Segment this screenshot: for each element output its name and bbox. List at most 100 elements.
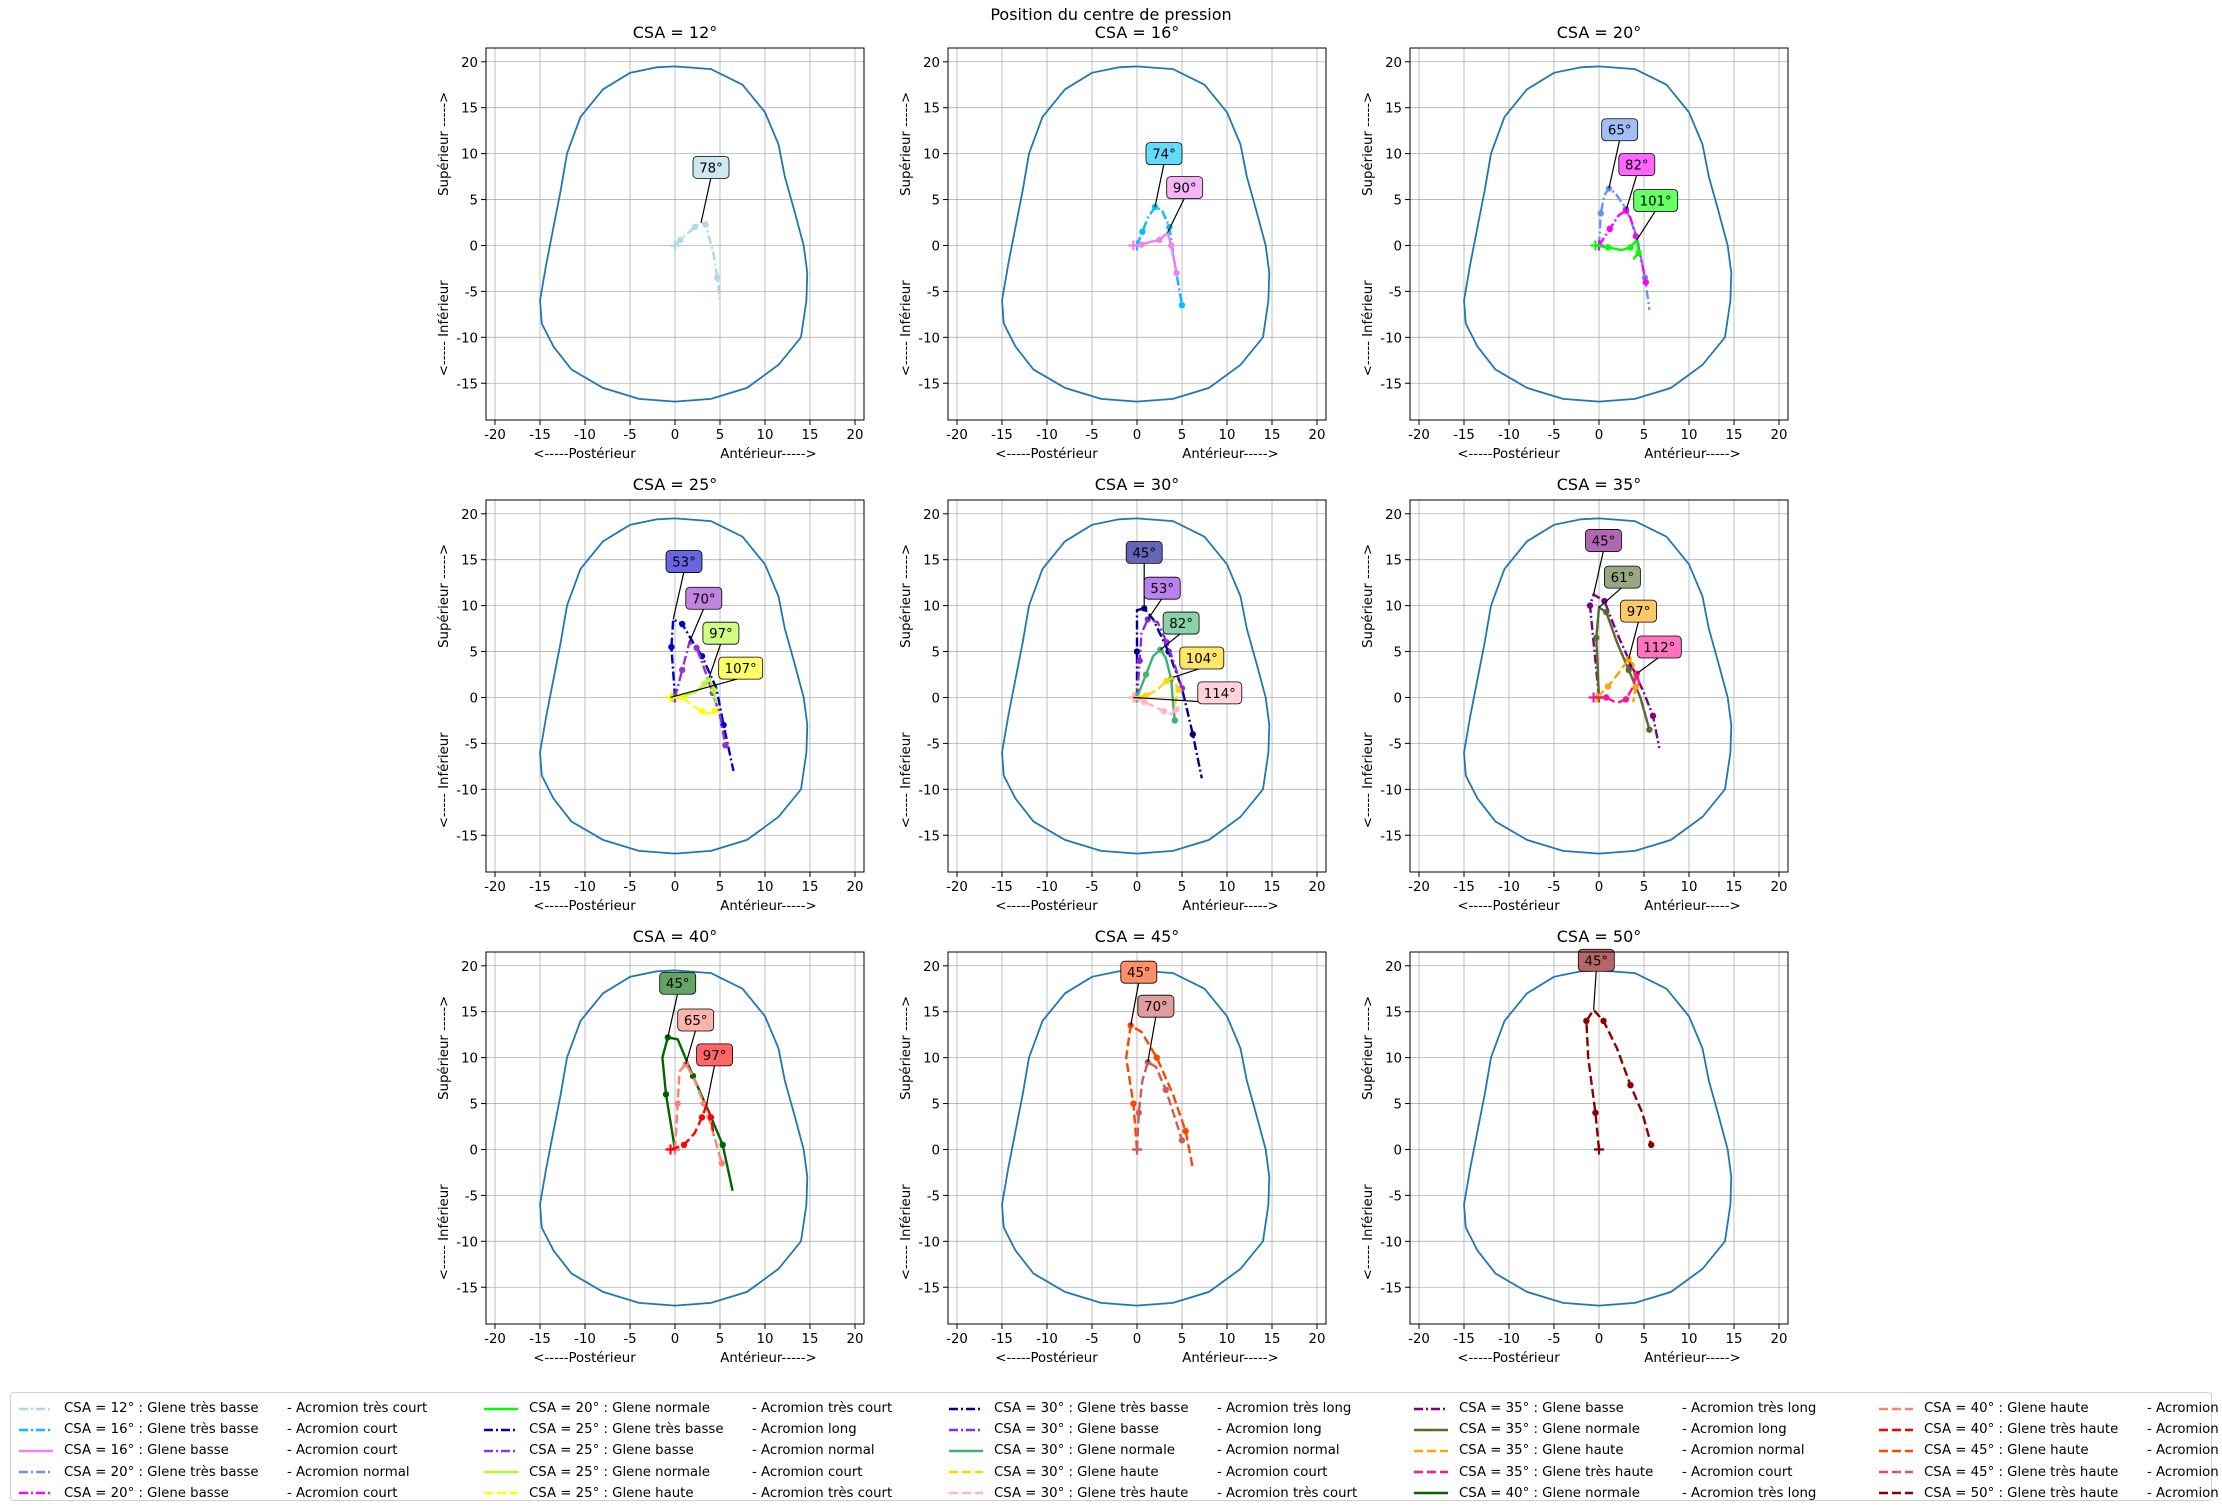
- legend-entry: CSA = 20° : Glene basse: [17, 1483, 259, 1504]
- annotation-arrow: [685, 1029, 697, 1065]
- series-point: [1142, 671, 1150, 678]
- x-tick-label: 15: [1726, 1332, 1743, 1347]
- annotation-box: [696, 1043, 733, 1067]
- series-line: [1124, 1023, 1194, 1169]
- series-line: [670, 1102, 715, 1151]
- y-axis-label: <----- Inférieur Supérieur ----->: [1360, 996, 1376, 1280]
- x-tick-label: -10: [574, 428, 596, 443]
- annotation-label: 61°: [1611, 571, 1635, 586]
- legend-acromion-label: - Acromion court: [287, 1485, 398, 1501]
- legend-label: CSA = 25° : Glene basse: [529, 1443, 694, 1459]
- legend-acromion-label: - Acromion long: [2147, 1401, 2222, 1416]
- x-tick-label: 15: [1726, 880, 1743, 895]
- y-tick-label: 0: [932, 1143, 940, 1158]
- series-point: [1153, 1054, 1161, 1061]
- series-line: [1135, 617, 1184, 698]
- x-tick-label: 20: [1771, 1332, 1788, 1347]
- y-tick-label: 15: [1385, 1006, 1402, 1021]
- annotation-label: 97°: [709, 627, 733, 642]
- legend-entry: CSA = 35° : Glene basse: [1412, 1398, 1653, 1419]
- x-tick-label: 5: [716, 880, 724, 895]
- legend-label: CSA = 40° : Glene normale: [1459, 1485, 1640, 1501]
- series-line: [1588, 592, 1661, 749]
- annotation-box: [692, 156, 730, 179]
- x-tick-label: -15: [1453, 1332, 1475, 1347]
- series-point: [1597, 210, 1605, 217]
- x-axis-label: <-----Postérieur Antérieur----->: [1457, 446, 1740, 462]
- x-tick-label: -5: [623, 880, 636, 895]
- series-point: [1604, 683, 1612, 690]
- legend-column: CSA = 20° : Glene normale CSA = 25° : Gle…: [482, 1398, 724, 1504]
- x-tick-label: -5: [623, 428, 636, 443]
- legend-swatch: [949, 1470, 983, 1474]
- series-line: [673, 1062, 723, 1164]
- y-tick-label: -15: [918, 377, 940, 392]
- annotation-label: 82°: [1169, 617, 1193, 632]
- series-point: [711, 708, 718, 715]
- annotation-label: 53°: [672, 556, 696, 571]
- subplot-title: CSA = 35°: [1557, 475, 1642, 494]
- glenoid-outline: [1463, 517, 1733, 855]
- series-point: [1136, 657, 1143, 664]
- legend-acromion-label: - Acromion très court: [752, 1401, 893, 1416]
- legend-column: CSA = 40° : Glene haute CSA = 40° : Glene…: [1877, 1398, 2118, 1504]
- legend-entry: CSA = 25° : Glene très basse: [482, 1419, 724, 1440]
- x-tick-label: 0: [1133, 1332, 1141, 1347]
- subplot-title: CSA = 45°: [1095, 927, 1180, 946]
- legend-swatch: [484, 1492, 518, 1495]
- legend-swatch: [1414, 1470, 1448, 1474]
- series-point: [679, 694, 686, 701]
- y-axis-label: <----- Inférieur Supérieur ----->: [898, 544, 914, 828]
- series-point: [1138, 241, 1145, 248]
- legend-swatch: [484, 1428, 518, 1432]
- series-point: [710, 686, 717, 694]
- series-line: [1595, 605, 1651, 730]
- y-tick-label: -5: [1389, 737, 1402, 752]
- legend-acromion-label: - Acromion très court: [287, 1401, 428, 1416]
- subplot-1: 78° -20 -15 -10 -5 0 5 10 15 20 -15 -10 -5 0 5 10 15 20 <-…: [436, 23, 865, 462]
- legend-acromion-label: - Acromion normal: [2147, 1443, 2222, 1459]
- annotation-label: 70°: [692, 592, 716, 607]
- series-point: [1173, 706, 1180, 713]
- legend-swatch: [484, 1449, 518, 1453]
- annotation-box: [702, 621, 740, 645]
- x-tick-label: -20: [484, 1332, 506, 1347]
- y-tick-label: 20: [461, 508, 478, 523]
- series-point: [1603, 694, 1610, 701]
- series-point: [693, 644, 700, 652]
- y-axis-label: <----- Inférieur Supérieur ----->: [1360, 92, 1376, 376]
- legend-label: CSA = 35° : Glene normale: [1459, 1422, 1640, 1438]
- series-line: [674, 221, 722, 301]
- annotation-arrow: [1593, 550, 1605, 595]
- annotation-box: [659, 971, 697, 995]
- subplot-title: CSA = 25°: [633, 475, 718, 494]
- x-tick-label: -20: [946, 1332, 968, 1347]
- x-tick-label: 0: [1595, 428, 1603, 443]
- y-tick-label: -15: [918, 1281, 940, 1296]
- legend-swatch: [949, 1492, 983, 1495]
- x-tick-label: -15: [529, 880, 551, 895]
- y-tick-label: 5: [932, 194, 940, 209]
- subplot-8: 45° 70° -20 -15 -10 -5 0 5 10 15 20 -15 -10 -5 0 5 10 15 2…: [898, 927, 1327, 1366]
- legend-label: CSA = 20° : Glene très basse: [64, 1464, 259, 1480]
- series-point: [662, 1091, 670, 1098]
- series-point: [1601, 597, 1608, 605]
- annotation-arrow: [708, 642, 722, 678]
- annotation-label: 53°: [1150, 582, 1174, 597]
- x-tick-label: 5: [1178, 428, 1186, 443]
- legend-label: CSA = 16° : Glene très basse: [64, 1422, 259, 1438]
- series-line: [1135, 205, 1184, 306]
- annotation-label: 70°: [1144, 1000, 1168, 1015]
- glenoid-outline: [1001, 65, 1271, 403]
- series-point: [1156, 236, 1163, 244]
- legend-column: CSA = 30° : Glene très basse CSA = 30° : …: [947, 1398, 1189, 1504]
- annotation-arrow: [700, 177, 712, 223]
- series-point: [1182, 1127, 1189, 1135]
- annotation-label: 90°: [1173, 182, 1197, 197]
- y-tick-label: 15: [923, 554, 940, 569]
- legend-column: CSA = 12° : Glene très basse CSA = 16° : …: [17, 1398, 259, 1504]
- x-tick-label: -5: [623, 1332, 636, 1347]
- x-tick-label: -5: [1547, 1332, 1560, 1347]
- legend-swatch: [1879, 1428, 1913, 1432]
- x-tick-label: 0: [1595, 880, 1603, 895]
